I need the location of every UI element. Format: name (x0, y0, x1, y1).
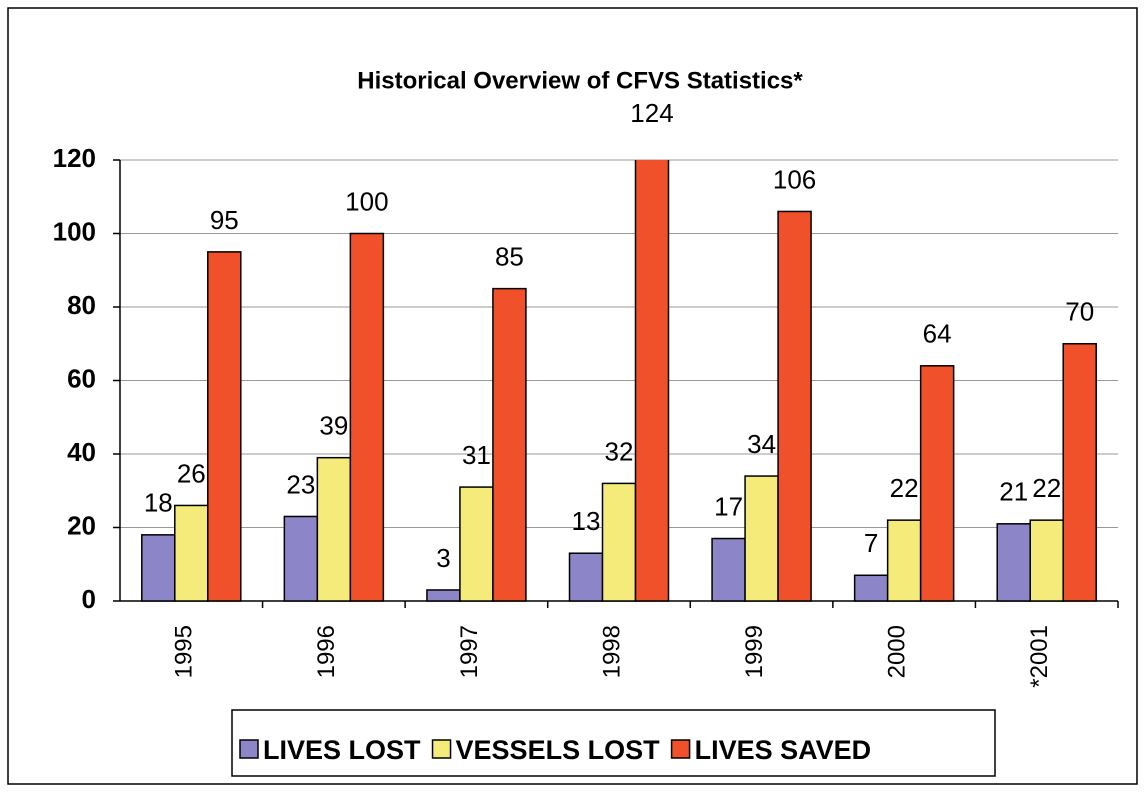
value-label: 23 (286, 469, 315, 499)
bar (459, 486, 494, 602)
x-tick-label: 1996 (313, 625, 340, 678)
x-tick-label: 1999 (741, 625, 768, 678)
x-tick-label: 1997 (456, 625, 483, 678)
legend-box (231, 709, 996, 777)
value-label: 21 (999, 477, 1028, 507)
chart-title: Historical Overview of CFVS Statistics* (357, 67, 803, 94)
y-tick-label: 20 (67, 510, 96, 540)
bar (996, 523, 1031, 602)
value-label: 95 (210, 205, 239, 235)
value-label: 13 (572, 506, 601, 536)
bar (1029, 519, 1064, 602)
bar (141, 534, 176, 602)
bar (711, 537, 746, 602)
value-label: 32 (605, 436, 634, 466)
legend-swatch (670, 739, 691, 759)
bar (174, 504, 209, 602)
value-label: 106 (773, 164, 816, 194)
bar (744, 475, 779, 602)
x-tick-label: *2001 (1026, 625, 1053, 688)
x-tick-label: 1998 (598, 625, 625, 678)
legend-label: VESSELS LOST (456, 735, 661, 765)
bar (1062, 343, 1097, 602)
bar (853, 574, 889, 602)
bar (777, 210, 812, 602)
value-label: 39 (319, 411, 348, 441)
bar (492, 287, 527, 602)
value-label: 22 (1032, 473, 1061, 503)
y-tick-label: 80 (67, 290, 96, 320)
value-label: 70 (1065, 297, 1094, 327)
bar (426, 589, 461, 602)
value-label: 26 (177, 458, 206, 488)
bar (886, 519, 922, 602)
y-tick-label: 120 (53, 143, 96, 173)
value-label: 7 (864, 528, 878, 558)
x-tick-label: 2000 (883, 625, 910, 678)
value-label: 18 (144, 488, 173, 518)
x-tick-label: 1995 (171, 625, 198, 678)
y-tick-label: 60 (67, 363, 96, 393)
plot-area (141, 160, 1097, 602)
bar (316, 456, 352, 602)
value-label: 17 (714, 491, 743, 521)
y-tick-label: 100 (53, 216, 96, 246)
legend-label: LIVES SAVED (695, 735, 872, 765)
value-label: 22 (890, 473, 919, 503)
bar (568, 552, 604, 602)
value-label: 100 (345, 186, 388, 216)
bar (207, 251, 242, 602)
legend-swatch (239, 739, 259, 759)
legend-label: LIVES LOST (263, 735, 421, 765)
bar (349, 232, 385, 602)
bar (634, 160, 670, 602)
value-label: 124 (630, 98, 673, 128)
bar (919, 365, 955, 602)
bar (283, 515, 319, 602)
value-label: 64 (923, 319, 952, 349)
legend-swatch (431, 739, 452, 759)
value-label: 85 (495, 242, 524, 272)
value-label: 34 (747, 429, 776, 459)
value-label: 3 (436, 543, 450, 573)
value-label: 31 (462, 440, 491, 470)
bar (601, 482, 637, 602)
y-tick-label: 0 (82, 584, 96, 614)
y-tick-label: 40 (67, 437, 96, 467)
